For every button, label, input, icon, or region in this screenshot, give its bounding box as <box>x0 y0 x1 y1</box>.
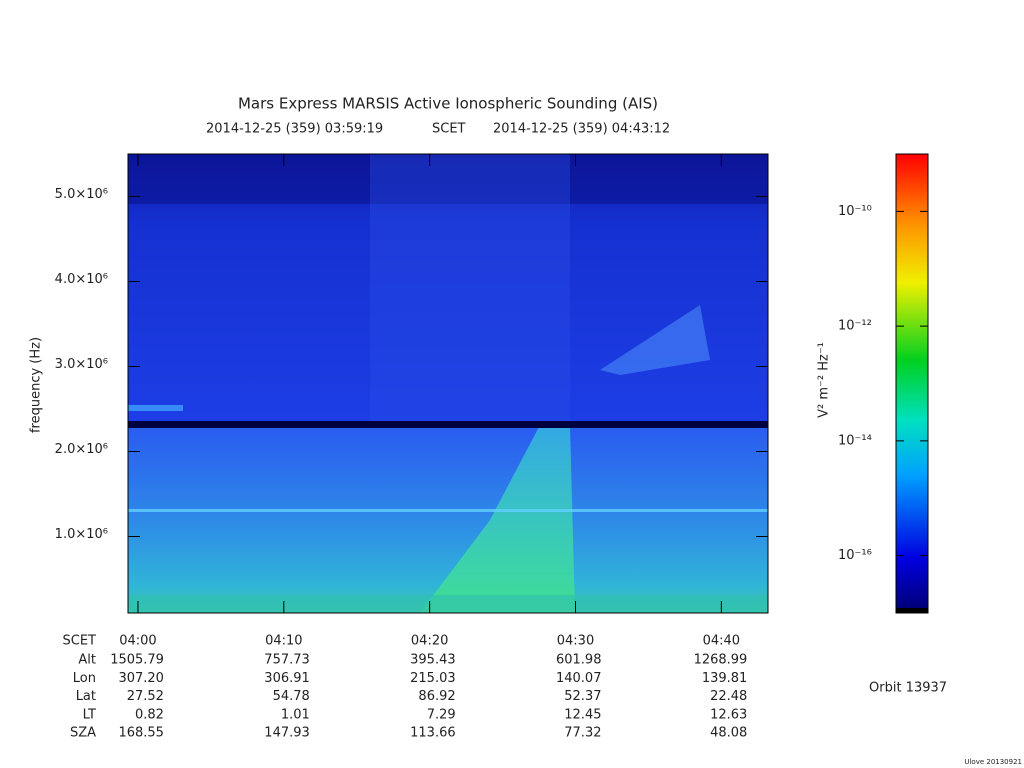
ephemeris-value: 22.48 <box>710 689 747 704</box>
ephemeris-label: Alt <box>78 653 96 668</box>
x-tick-label: 04:00 <box>119 634 156 649</box>
x-tick-label: 04:20 <box>411 634 448 649</box>
chart-title: Mars Express MARSIS Active Ionospheric S… <box>238 95 658 113</box>
ephemeris-value: 77.32 <box>564 726 601 741</box>
y-axis-label: frequency (Hz) <box>29 337 44 433</box>
y-tick-label: 4.0×10⁶ <box>55 272 108 287</box>
ephemeris-label: Lon <box>73 671 96 686</box>
ephemeris-value: 113.66 <box>410 726 456 741</box>
ephemeris-value: 48.08 <box>710 726 747 741</box>
ephemeris-value: 12.45 <box>564 707 601 722</box>
y-tick-label: 1.0×10⁶ <box>55 527 108 542</box>
colorbar-floor <box>896 608 928 613</box>
start-time: 2014-12-25 (359) 03:59:19 <box>206 122 383 137</box>
ephemeris-value: 140.07 <box>556 671 602 686</box>
colorbar-tick-label: 10⁻¹⁶ <box>838 548 872 563</box>
ephemeris-value: 757.73 <box>264 653 310 668</box>
ephemeris-value: 307.20 <box>118 671 164 686</box>
ephemeris-value: 1505.79 <box>110 653 164 668</box>
ephemeris-value: 0.82 <box>135 707 164 722</box>
ephemeris-value: 12.63 <box>710 707 747 722</box>
ephemeris-value: 168.55 <box>118 726 164 741</box>
colorbar <box>895 153 929 614</box>
ephemeris-value: 395.43 <box>410 653 456 668</box>
plot-frame <box>127 153 769 614</box>
colorbar-label: V² m⁻² Hz⁻¹ <box>817 342 832 418</box>
ephemeris-label: LT <box>83 707 96 722</box>
ephemeris-value: 54.78 <box>273 689 310 704</box>
ephemeris-value: 1.01 <box>281 707 310 722</box>
ephemeris-value: 147.93 <box>264 726 310 741</box>
orbit: Orbit 13937 <box>869 681 947 696</box>
spectrogram-image <box>128 154 768 613</box>
x-tick-label: 04:10 <box>265 634 302 649</box>
footer: Ulove 20130921 <box>964 758 1022 766</box>
x-tick-label: 04:30 <box>557 634 594 649</box>
ephemeris-label: Lat <box>76 689 96 704</box>
colorbar-tick-label: 10⁻¹⁰ <box>838 204 872 219</box>
ephemeris-value: 86.92 <box>418 689 455 704</box>
ephemeris-value: 306.91 <box>264 671 310 686</box>
end-time: 2014-12-25 (359) 04:43:12 <box>493 122 670 137</box>
x-tick-label: 04:40 <box>703 634 740 649</box>
time-scale: SCET <box>432 122 466 137</box>
y-tick-label: 2.0×10⁶ <box>55 442 108 457</box>
ephemeris-value: 27.52 <box>127 689 164 704</box>
ephemeris-value: 7.29 <box>427 707 456 722</box>
y-tick-label: 5.0×10⁶ <box>55 187 108 202</box>
ephemeris-value: 1268.99 <box>694 653 748 668</box>
ephemeris-value: 601.98 <box>556 653 602 668</box>
y-tick-label: 3.0×10⁶ <box>55 357 108 372</box>
colorbar-tick-label: 10⁻¹² <box>838 319 872 334</box>
ephemeris-label: SZA <box>70 726 96 741</box>
ephemeris-value: 52.37 <box>564 689 601 704</box>
colorbar-tick-label: 10⁻¹⁴ <box>838 433 872 448</box>
ephemeris-value: 215.03 <box>410 671 456 686</box>
scet-label: SCET <box>63 634 97 649</box>
ephemeris-value: 139.81 <box>702 671 748 686</box>
